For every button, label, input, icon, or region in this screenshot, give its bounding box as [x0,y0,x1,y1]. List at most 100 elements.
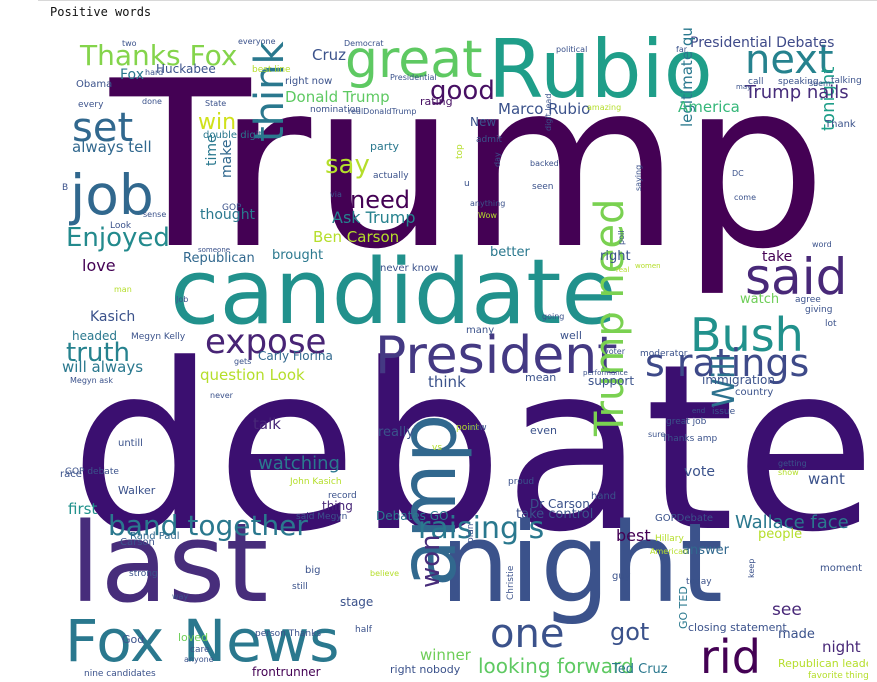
word-real: real [616,266,630,274]
word-sense: sense [143,210,167,219]
word-gop: GOP [222,203,242,213]
word-cruz: Cruz [312,46,347,64]
word-obama: Obama [76,79,113,90]
word-set: set [72,105,134,151]
word-candidate: candidate [170,240,617,345]
word-end: end [692,407,706,415]
word-great: great [345,30,483,90]
word-day: day [493,152,502,167]
word-truth: truth [66,338,131,368]
word-strong: strong [129,569,158,579]
word-presidential: Presidential [390,73,437,82]
output-label: Positive words [50,5,152,19]
word-ask-trump: Ask Trump [332,208,416,227]
word-band-together: band together [108,509,308,542]
word-frontrunner: frontrunner [252,665,321,679]
word-need: need [350,186,410,214]
word-right-now: right now [285,76,333,87]
word-right-nobody: right nobody [390,663,461,676]
word-think: think [428,373,466,391]
word-man: man [114,285,132,294]
word-president: President [375,326,618,386]
word-country: country [735,387,774,398]
word-seem: seem [809,79,831,88]
word-enjoyed: Enjoyed [66,223,170,253]
word-trump: Trump [110,33,828,300]
word-next: next [745,37,834,83]
word-point: point [456,423,479,433]
word-sure: sure [648,430,666,439]
word-state: State [205,99,227,108]
word-won: won [416,533,446,588]
word-women: women [635,262,661,270]
word-guy: guy [612,571,631,582]
word-keep: keep [747,558,756,578]
word-always-tell: always tell [72,138,152,156]
word-anyone: anyone [184,655,214,664]
word-care: care [190,645,210,655]
word-expose: expose [205,322,327,362]
word-best-line: best line [252,65,291,75]
word-admit: admit [476,135,503,145]
word-cloud: Trump debate candidate last night Rubio Presid… [58,28,868,682]
word-party: party [370,140,400,153]
word-dc: DC [732,169,744,178]
word-poll: poll [617,230,626,245]
word-carly-fiorina: Carly Fiorina [258,349,333,363]
word-thought: thought [200,207,256,223]
word-america: America [678,98,740,116]
word-thanks-fox: Thanks Fox [80,39,238,72]
word-walker: Walker [118,484,156,497]
word-race: race [60,469,82,480]
word-untill: untill [118,438,143,449]
word-actually: actually [373,171,409,181]
word-digit-lead: digit lead [544,93,553,131]
word-great-job: great job [666,417,707,427]
word-top: top [455,144,465,160]
top-divider [38,0,877,1]
word-saying: saying [634,164,643,191]
word-job: Job [176,295,189,304]
word-way: way [172,592,189,601]
word-fox-news: Fox News [65,607,340,675]
word-god: God [122,633,145,646]
word-thing: thing [322,499,353,513]
word-watching: watching [258,453,340,474]
word-marco-rubio: Marco Rubio [498,100,591,118]
word-fox: Fox [120,67,144,83]
word-debates-go: Debates GO [376,509,449,523]
word-best: best [616,526,651,545]
word-realdonaldtrump: realDonaldTrump [348,107,417,116]
word-half: half [355,625,372,635]
word-see: see [772,600,802,620]
word-even: even [530,424,558,437]
word-debate: debate [70,316,868,583]
word-agree: agree [795,295,821,305]
word-moderator: moderator [640,349,688,359]
word-watch: watch [740,292,780,307]
word-gop-debate: GOP debate [65,467,119,477]
word-made: made [778,627,815,642]
word-speaking: speaking [778,77,819,87]
word-john-kasich: John Kasich [290,477,342,487]
word-megyn-kelly: Megyn Kelly [131,332,186,342]
word-hand: hand [591,491,617,502]
word-good: good [430,76,495,106]
word-carson: Carson [120,537,155,548]
word-night: night [440,499,723,627]
word-last: last [70,499,269,627]
word-b: B [62,183,69,193]
word-said-megyn: said Megyn [296,512,348,522]
word-show: show [778,468,799,477]
word-win: win [198,110,237,135]
word-brought: brought [272,248,324,263]
word-night: night [822,638,861,656]
word-immigration: immigration [702,373,775,387]
word-call: call [748,77,764,87]
word-double-digit: double digit [203,130,263,141]
word-democrat: Democrat [344,39,384,48]
word-got: got [610,618,650,646]
word-may: may [736,83,752,91]
word-never-know: never know [380,263,439,274]
word-want: want [808,470,845,488]
